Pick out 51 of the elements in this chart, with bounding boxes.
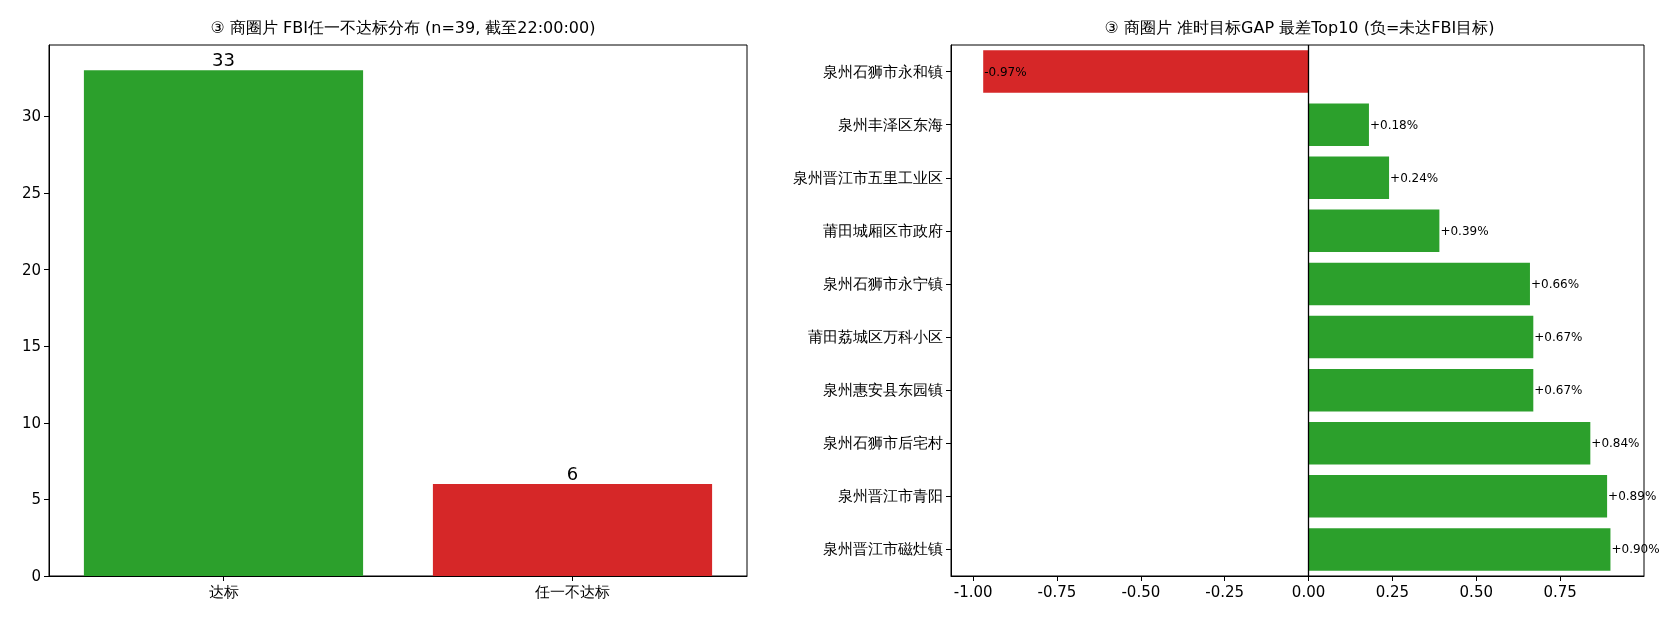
bar xyxy=(1308,368,1534,412)
x-tick-label: -0.50 xyxy=(1121,582,1161,601)
data-label: +0.66% xyxy=(1530,276,1580,291)
data-label: 33 xyxy=(212,48,235,70)
x-tick-label: 0.50 xyxy=(1459,582,1493,601)
y-tick-label: 泉州晋江市磁灶镇 xyxy=(823,540,943,559)
chart-title: ③ 商圈片 FBI任一不达标分布 (n=39, 截至22:00:00) xyxy=(210,17,596,37)
x-tick-label: -0.75 xyxy=(1037,582,1077,601)
data-label: +0.67% xyxy=(1534,330,1583,345)
data-label: +0.67% xyxy=(1534,383,1583,398)
x-tick-label: -1.00 xyxy=(953,582,993,601)
data-label: +0.84% xyxy=(1591,436,1640,451)
y-tick-label: 25 xyxy=(21,183,41,202)
x-tick-label: 0.00 xyxy=(1291,582,1326,601)
bar xyxy=(1308,209,1440,253)
y-tick-label: 泉州石狮市永宁镇 xyxy=(823,274,943,293)
y-tick-label: 莆田城厢区市政府 xyxy=(823,221,943,240)
x-tick-label: 任一不达标 xyxy=(534,582,610,601)
y-tick-label: 泉州丰泽区东海 xyxy=(838,115,943,134)
data-label: +0.18% xyxy=(1369,117,1419,132)
bar xyxy=(1308,528,1611,571)
y-tick-label: 5 xyxy=(31,490,41,509)
y-tick-label: 泉州晋江市青阳 xyxy=(838,487,943,506)
y-tick-label: 30 xyxy=(21,107,41,126)
y-tick-label: 泉州石狮市后宅村 xyxy=(823,434,943,453)
data-label: 6 xyxy=(566,462,579,484)
bar xyxy=(1308,262,1530,306)
y-tick-label: 0 xyxy=(31,567,41,585)
y-tick-label: 泉州惠安县东园镇 xyxy=(823,381,943,400)
bar xyxy=(1308,422,1591,465)
y-tick-label: 莆田荔城区万科小区 xyxy=(808,328,943,347)
y-tick-label: 泉州晋江市五里工业区 xyxy=(793,168,943,187)
y-tick-label: 15 xyxy=(21,337,41,356)
bar xyxy=(1308,156,1390,199)
bar xyxy=(1308,103,1369,146)
x-tick-label: 达标 xyxy=(208,582,239,601)
data-label: +0.24% xyxy=(1390,170,1439,185)
y-tick-label: 10 xyxy=(21,413,41,432)
x-tick-label: -0.25 xyxy=(1205,582,1245,601)
data-label: -0.97% xyxy=(984,64,1027,79)
data-label: +0.39% xyxy=(1440,223,1489,238)
y-tick-label: 20 xyxy=(21,260,41,279)
data-label: +0.90% xyxy=(1611,542,1660,557)
y-tick-label: 泉州石狮市永和镇 xyxy=(823,62,943,81)
bar xyxy=(1308,315,1534,359)
bar xyxy=(983,50,1309,93)
data-label: +0.89% xyxy=(1608,489,1657,504)
bar xyxy=(1308,475,1608,518)
chart-title: ③ 商圈片 准时目标GAP 最差Top10 (负=未达FBI目标) xyxy=(1104,17,1495,37)
x-tick-label: 0.75 xyxy=(1543,582,1577,601)
x-tick-label: 0.25 xyxy=(1375,582,1410,601)
